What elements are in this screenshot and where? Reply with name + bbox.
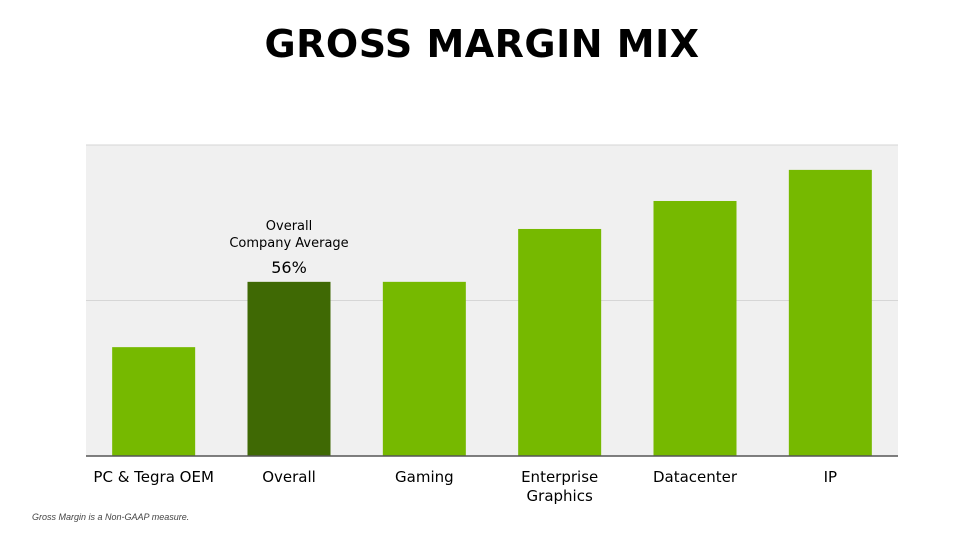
bar	[518, 228, 602, 456]
bar	[653, 200, 737, 456]
bar	[382, 281, 466, 456]
category-label: Gaming	[395, 468, 454, 486]
annotation-line: Company Average	[229, 236, 348, 251]
category-label: Overall	[262, 468, 316, 486]
gridlines	[86, 144, 898, 301]
category-label: PC & Tegra OEM	[93, 468, 213, 486]
footnote: Gross Margin is a Non-GAAP measure.	[32, 512, 190, 522]
category-label: Datacenter	[653, 468, 738, 486]
category-label: Enterprise Graphics	[521, 468, 598, 505]
category-labels: PC & Tegra OEM Overall Gaming Enterprise Gra…	[93, 468, 837, 505]
category-label: IP	[824, 468, 837, 486]
bar	[247, 281, 331, 456]
slide-title: GROSS MARGIN MIX	[264, 22, 700, 66]
bar	[112, 347, 196, 456]
bar	[788, 169, 872, 456]
annotation-value-label: 56%	[271, 258, 307, 277]
annotation-line: Overall	[266, 219, 312, 234]
bars	[112, 169, 872, 456]
overall-annotation: Overall Company Average 56%	[229, 219, 348, 277]
